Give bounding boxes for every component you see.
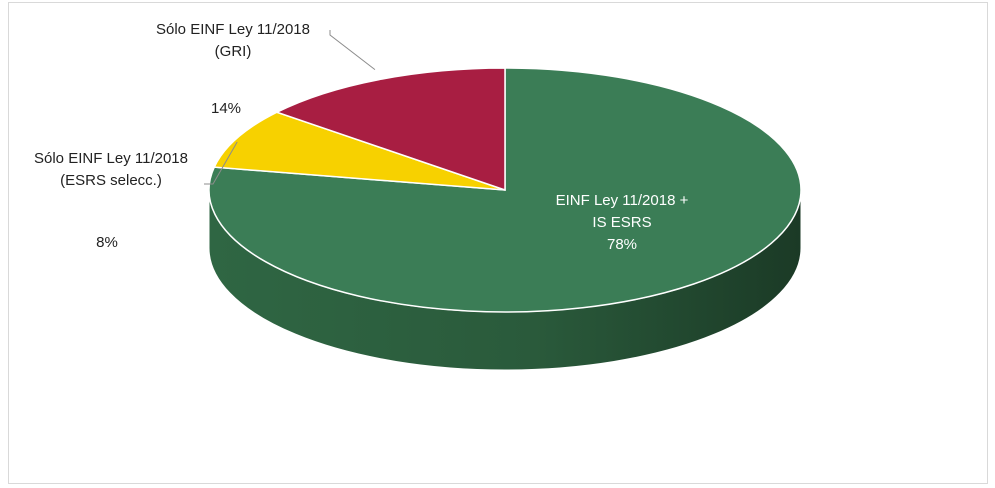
slice-label-esrs-selecc-line2: (ESRS selecc.): [60, 172, 162, 189]
slice-label-gri: Sólo EINF Ley 11/2018 (GRI): [118, 19, 348, 63]
leader-line-gri: [329, 30, 376, 71]
slice-pct-einf-is-esrs: 78%: [606, 236, 638, 253]
pie-slice-gri: [274, 67, 506, 192]
pie-slice-einf-is-esrs: [208, 67, 802, 313]
slice-pct-esrs-selecc: 8%: [96, 234, 118, 251]
leader-line-esrs-selecc: [204, 141, 238, 185]
slice-label-einf-is-esrs-line1: EINF Ley 11/2018 +: [555, 192, 689, 209]
slice-label-esrs-selecc: Sólo EINF Ley 11/2018 (ESRS selecc.): [6, 148, 216, 192]
slice-pct-gri: 14%: [210, 100, 242, 117]
slice-label-einf-is-esrs-line2: IS ESRS: [592, 214, 652, 231]
pie-slice-esrs-selecc: [213, 111, 506, 191]
slice-label-einf-is-esrs: EINF Ley 11/2018 + IS ESRS 78%: [522, 190, 722, 256]
slice-label-gri-line1: Sólo EINF Ley 11/2018: [156, 21, 310, 38]
slice-label-esrs-selecc-line1: Sólo EINF Ley 11/2018: [34, 150, 188, 167]
slice-label-gri-line2: (GRI): [214, 43, 252, 60]
